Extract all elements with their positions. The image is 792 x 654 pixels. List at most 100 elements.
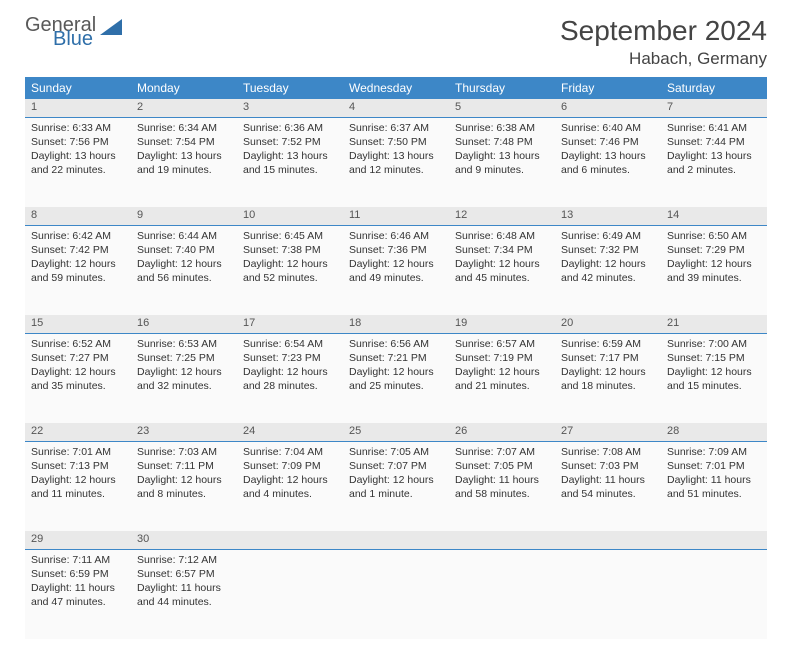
daylight-text-1: Daylight: 13 hours [455,149,549,163]
day-number-cell: 17 [237,315,343,333]
day-content-cell: Sunrise: 6:44 AMSunset: 7:40 PMDaylight:… [131,225,237,315]
day-number-cell [449,531,555,549]
day-content-cell: Sunrise: 6:38 AMSunset: 7:48 PMDaylight:… [449,117,555,207]
sunrise-text: Sunrise: 6:56 AM [349,337,443,351]
day-number-cell: 29 [25,531,131,549]
weekday-header: Sunday [25,77,131,99]
day-content-cell: Sunrise: 6:56 AMSunset: 7:21 PMDaylight:… [343,333,449,423]
daylight-text-1: Daylight: 12 hours [455,365,549,379]
daylight-text-2: and 59 minutes. [31,271,125,285]
day-number-cell: 30 [131,531,237,549]
day-number-cell: 18 [343,315,449,333]
day-content-row: Sunrise: 6:33 AMSunset: 7:56 PMDaylight:… [25,117,767,207]
day-number-cell: 3 [237,99,343,117]
sunset-text: Sunset: 7:25 PM [137,351,231,365]
sunrise-text: Sunrise: 7:12 AM [137,553,231,567]
sunset-text: Sunset: 7:52 PM [243,135,337,149]
sunrise-text: Sunrise: 6:57 AM [455,337,549,351]
sunrise-text: Sunrise: 6:59 AM [561,337,655,351]
daylight-text-2: and 4 minutes. [243,487,337,501]
day-number-cell: 12 [449,207,555,225]
sunrise-text: Sunrise: 7:07 AM [455,445,549,459]
sunrise-text: Sunrise: 6:54 AM [243,337,337,351]
sunrise-text: Sunrise: 6:45 AM [243,229,337,243]
daylight-text-1: Daylight: 11 hours [561,473,655,487]
daylight-text-2: and 6 minutes. [561,163,655,177]
sunrise-text: Sunrise: 7:11 AM [31,553,125,567]
sunset-text: Sunset: 7:32 PM [561,243,655,257]
daylight-text-1: Daylight: 12 hours [667,257,761,271]
weekday-header: Saturday [661,77,767,99]
sunset-text: Sunset: 7:38 PM [243,243,337,257]
daylight-text-2: and 44 minutes. [137,595,231,609]
sunrise-text: Sunrise: 7:04 AM [243,445,337,459]
daylight-text-2: and 28 minutes. [243,379,337,393]
daylight-text-1: Daylight: 11 hours [31,581,125,595]
sunset-text: Sunset: 7:11 PM [137,459,231,473]
daylight-text-2: and 1 minute. [349,487,443,501]
daylight-text-1: Daylight: 12 hours [455,257,549,271]
daylight-text-1: Daylight: 12 hours [349,365,443,379]
sunset-text: Sunset: 6:59 PM [31,567,125,581]
daylight-text-2: and 25 minutes. [349,379,443,393]
day-content-cell [555,549,661,639]
sunrise-text: Sunrise: 6:40 AM [561,121,655,135]
sunset-text: Sunset: 7:19 PM [455,351,549,365]
day-content-cell: Sunrise: 6:42 AMSunset: 7:42 PMDaylight:… [25,225,131,315]
sunset-text: Sunset: 7:54 PM [137,135,231,149]
sunset-text: Sunset: 7:36 PM [349,243,443,257]
daylight-text-2: and 22 minutes. [31,163,125,177]
sunrise-text: Sunrise: 6:34 AM [137,121,231,135]
day-content-cell: Sunrise: 7:03 AMSunset: 7:11 PMDaylight:… [131,441,237,531]
logo-text-blue: Blue [53,29,96,49]
sunset-text: Sunset: 7:03 PM [561,459,655,473]
calendar-body: 1234567Sunrise: 6:33 AMSunset: 7:56 PMDa… [25,99,767,639]
day-content-cell: Sunrise: 6:49 AMSunset: 7:32 PMDaylight:… [555,225,661,315]
day-number-cell: 15 [25,315,131,333]
daylight-text-1: Daylight: 12 hours [137,365,231,379]
sunset-text: Sunset: 7:27 PM [31,351,125,365]
daylight-text-1: Daylight: 12 hours [561,365,655,379]
sunset-text: Sunset: 7:17 PM [561,351,655,365]
daylight-text-1: Daylight: 12 hours [137,257,231,271]
weekday-header: Wednesday [343,77,449,99]
day-content-cell: Sunrise: 7:08 AMSunset: 7:03 PMDaylight:… [555,441,661,531]
day-content-cell: Sunrise: 7:09 AMSunset: 7:01 PMDaylight:… [661,441,767,531]
day-content-cell: Sunrise: 6:45 AMSunset: 7:38 PMDaylight:… [237,225,343,315]
day-content-cell: Sunrise: 6:34 AMSunset: 7:54 PMDaylight:… [131,117,237,207]
day-number-row: 2930 [25,531,767,549]
day-number-cell [237,531,343,549]
sunset-text: Sunset: 7:42 PM [31,243,125,257]
daylight-text-1: Daylight: 12 hours [349,257,443,271]
day-number-cell: 7 [661,99,767,117]
daylight-text-1: Daylight: 11 hours [667,473,761,487]
daylight-text-2: and 39 minutes. [667,271,761,285]
sunset-text: Sunset: 7:09 PM [243,459,337,473]
day-content-row: Sunrise: 7:01 AMSunset: 7:13 PMDaylight:… [25,441,767,531]
day-number-cell: 23 [131,423,237,441]
day-number-cell: 27 [555,423,661,441]
day-number-cell: 26 [449,423,555,441]
day-content-cell [449,549,555,639]
daylight-text-2: and 15 minutes. [667,379,761,393]
day-content-cell [343,549,449,639]
daylight-text-1: Daylight: 12 hours [561,257,655,271]
daylight-text-2: and 18 minutes. [561,379,655,393]
sunset-text: Sunset: 7:50 PM [349,135,443,149]
daylight-text-2: and 35 minutes. [31,379,125,393]
day-content-cell: Sunrise: 6:52 AMSunset: 7:27 PMDaylight:… [25,333,131,423]
daylight-text-2: and 32 minutes. [137,379,231,393]
day-number-cell: 14 [661,207,767,225]
sunset-text: Sunset: 7:07 PM [349,459,443,473]
day-number-cell: 1 [25,99,131,117]
daylight-text-2: and 2 minutes. [667,163,761,177]
daylight-text-1: Daylight: 12 hours [667,365,761,379]
sunset-text: Sunset: 7:01 PM [667,459,761,473]
day-content-cell: Sunrise: 7:07 AMSunset: 7:05 PMDaylight:… [449,441,555,531]
sunrise-text: Sunrise: 7:09 AM [667,445,761,459]
weekday-header: Friday [555,77,661,99]
sunrise-text: Sunrise: 6:41 AM [667,121,761,135]
day-content-cell: Sunrise: 6:46 AMSunset: 7:36 PMDaylight:… [343,225,449,315]
daylight-text-2: and 9 minutes. [455,163,549,177]
day-number-cell: 11 [343,207,449,225]
